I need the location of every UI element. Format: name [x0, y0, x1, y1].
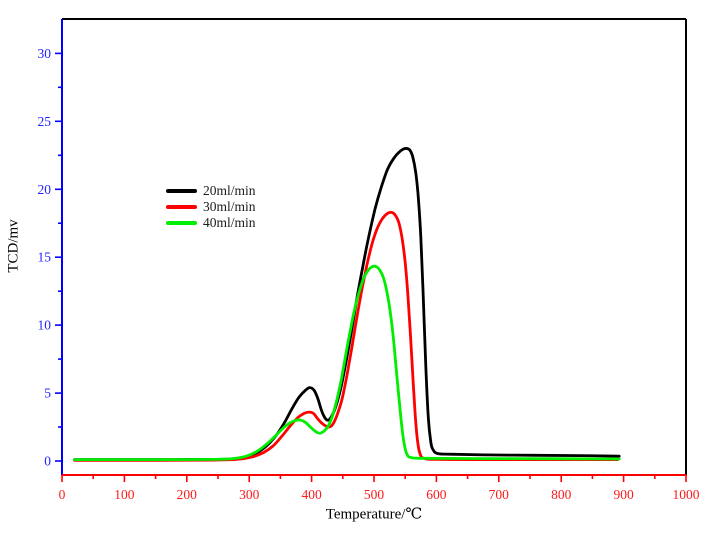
x-tick-label: 800 — [551, 487, 572, 502]
x-tick-label: 1000 — [673, 487, 700, 502]
y-tick-label: 0 — [44, 454, 51, 469]
x-axis-title: Temperature/℃ — [325, 506, 423, 523]
legend-line-swatch-red — [166, 204, 197, 209]
x-tick-label: 0 — [59, 487, 66, 502]
x-tick-label: 200 — [177, 487, 198, 502]
curve-30ml-min — [73, 210, 619, 462]
x-tick-label: 100 — [114, 487, 135, 502]
x-tick-label: 300 — [239, 487, 260, 502]
curve-40ml-min — [73, 264, 621, 462]
y-tick-label: 30 — [38, 46, 52, 61]
x-tick-label: 900 — [613, 487, 634, 502]
x-tick-label: 700 — [489, 487, 510, 502]
legend-line-swatch-green — [166, 220, 197, 225]
y-tick-label: 10 — [38, 318, 52, 333]
x-tick-label: 400 — [301, 487, 322, 502]
y-tick-label: 25 — [38, 114, 52, 129]
legend-item: 30ml/min — [166, 200, 256, 213]
y-axis-title: TCD/mv — [5, 219, 22, 273]
legend-line-swatch-black — [166, 188, 197, 193]
legend-item: 40ml/min — [166, 216, 256, 229]
legend: 20ml/min 30ml/min 40ml/min — [166, 184, 256, 229]
y-tick-label: 15 — [38, 250, 52, 265]
legend-label: 30ml/min — [203, 198, 256, 214]
y-tick-label: 20 — [38, 182, 52, 197]
legend-item: 20ml/min — [166, 184, 256, 197]
x-tick-label: 600 — [426, 487, 447, 502]
x-tick-label: 500 — [364, 487, 385, 502]
legend-label: 20ml/min — [203, 182, 256, 198]
y-tick-label: 5 — [44, 386, 51, 401]
curve-20ml-min — [73, 147, 621, 462]
legend-label: 40ml/min — [203, 214, 256, 230]
